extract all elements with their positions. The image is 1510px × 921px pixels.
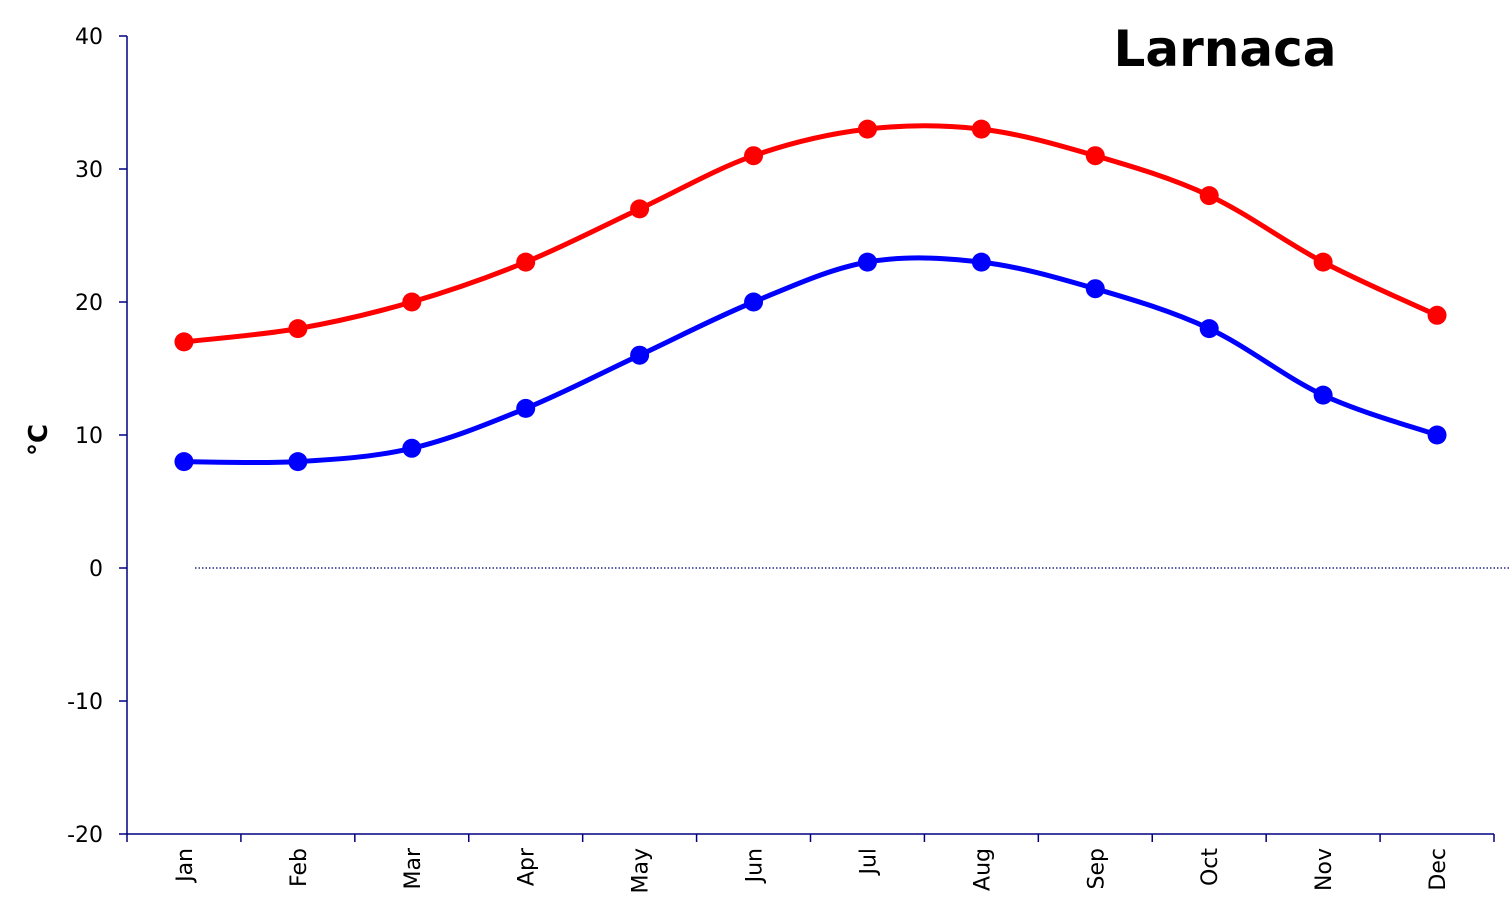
data-point	[402, 438, 422, 458]
data-point	[857, 119, 877, 139]
data-point	[971, 119, 991, 139]
y-tick-label: 20	[75, 291, 103, 316]
x-tick-label: Jun	[743, 848, 768, 884]
data-point	[174, 452, 194, 472]
data-point	[1199, 186, 1219, 206]
data-point	[402, 292, 422, 312]
x-tick-label: Apr	[515, 847, 540, 886]
y-tick-label: 40	[75, 25, 103, 50]
data-point	[1427, 305, 1447, 325]
y-tick-label: 30	[75, 158, 103, 183]
data-point	[1313, 252, 1333, 272]
data-point	[288, 319, 308, 339]
data-point	[1313, 385, 1333, 405]
x-tick-label: Feb	[287, 848, 312, 887]
x-tick-label: Jan	[173, 848, 198, 884]
x-tick-label: Dec	[1426, 848, 1451, 891]
x-tick-label: Oct	[1198, 848, 1223, 886]
series-layer	[174, 119, 1447, 472]
data-point	[744, 292, 764, 312]
y-tick-label: 0	[89, 557, 103, 582]
y-tick-label: -10	[67, 690, 103, 715]
axes: -20 -10 0 10 20 30 40 Jan Feb Mar Apr May Jun Jul Aug S…	[67, 25, 1510, 893]
series-line-1	[181, 255, 1440, 466]
y-axis-label: °C	[24, 424, 54, 456]
series-line-0	[181, 123, 1440, 345]
data-point	[516, 398, 536, 418]
x-tick-label: Sep	[1084, 848, 1109, 889]
data-point	[174, 332, 194, 352]
data-point	[744, 146, 764, 166]
x-tick-label: Nov	[1312, 848, 1337, 891]
chart-title: Larnaca	[1114, 20, 1337, 78]
data-point	[1085, 279, 1105, 299]
y-tick-label: -20	[67, 823, 103, 848]
data-point	[516, 252, 536, 272]
x-tick-label: May	[629, 848, 654, 893]
x-tick-label: Aug	[970, 848, 995, 891]
data-point	[1427, 425, 1447, 445]
data-point	[630, 199, 650, 219]
data-point	[288, 452, 308, 472]
y-tick-label: 10	[75, 424, 103, 449]
x-tick-label: Jul	[856, 848, 881, 877]
data-point	[1085, 146, 1105, 166]
data-point	[630, 345, 650, 365]
data-point	[971, 252, 991, 272]
data-point	[857, 252, 877, 272]
x-tick-label: Mar	[401, 847, 426, 889]
data-point	[1199, 319, 1219, 339]
